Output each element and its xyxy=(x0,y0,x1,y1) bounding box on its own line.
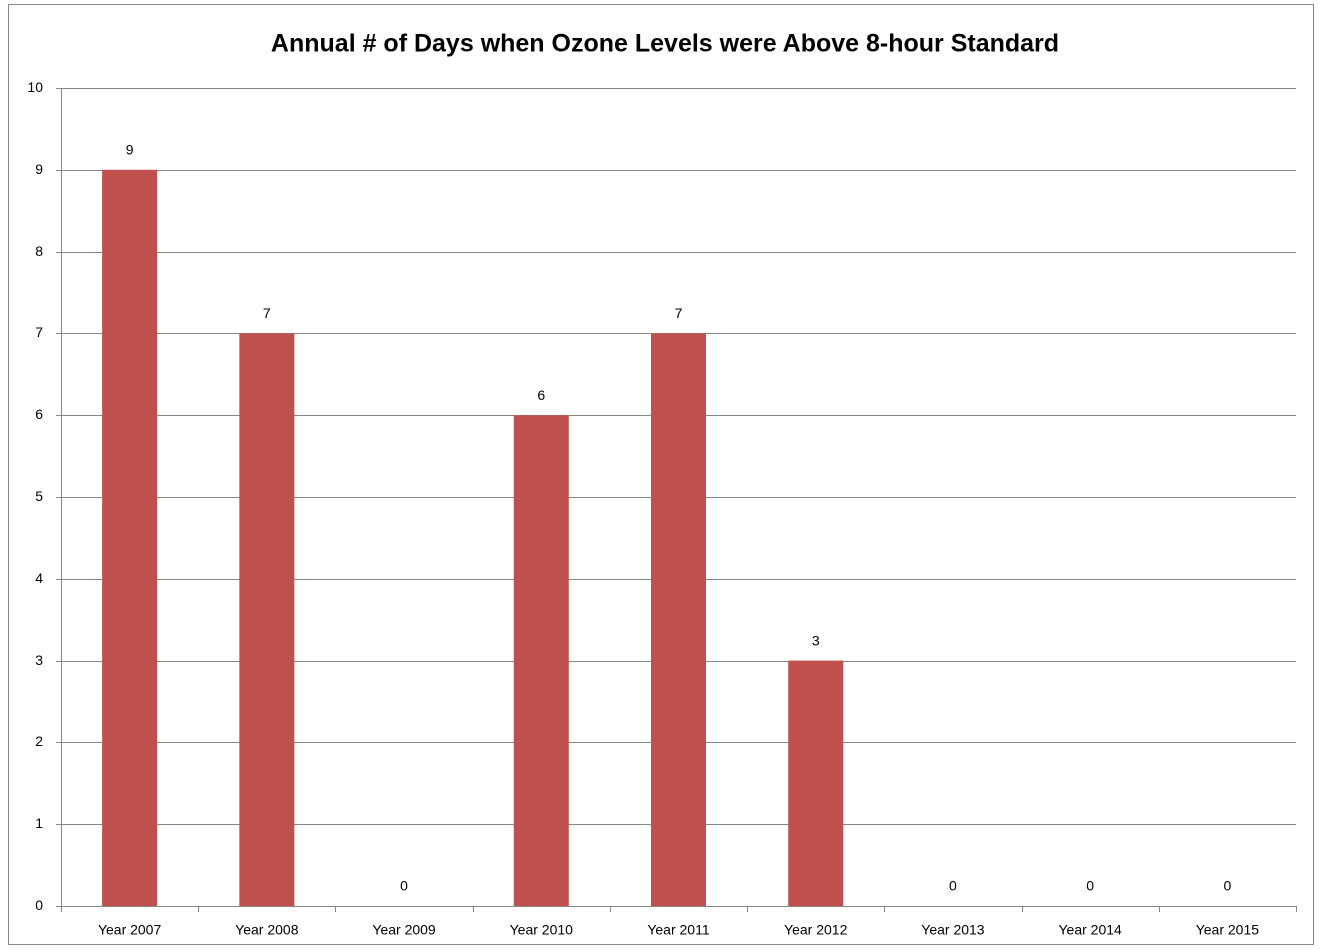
x-tick-label: Year 2008 xyxy=(235,922,299,938)
y-tick-label: 6 xyxy=(35,406,43,422)
y-tick-label: 2 xyxy=(35,733,43,749)
y-tick-label: 5 xyxy=(35,488,43,504)
x-tick-label: Year 2015 xyxy=(1196,922,1260,938)
data-label: 7 xyxy=(675,305,683,321)
x-tick-label: Year 2007 xyxy=(98,922,162,938)
data-label: 0 xyxy=(949,878,957,894)
data-label: 7 xyxy=(263,305,271,321)
x-tick-label: Year 2012 xyxy=(784,922,848,938)
y-tick-label: 4 xyxy=(35,570,43,586)
y-tick-label: 7 xyxy=(35,324,43,340)
y-tick-label: 8 xyxy=(35,243,43,259)
data-label: 0 xyxy=(1223,878,1231,894)
y-tick-label: 0 xyxy=(35,897,43,913)
bar xyxy=(513,415,569,906)
bar xyxy=(239,333,295,906)
chart-title: Annual # of Days when Ozone Levels were … xyxy=(271,30,1059,58)
y-tick-label: 10 xyxy=(27,79,43,95)
bar xyxy=(651,333,706,906)
data-label: 6 xyxy=(537,387,545,403)
data-label: 0 xyxy=(400,878,408,894)
x-tick-label: Year 2011 xyxy=(647,922,709,938)
data-label: 0 xyxy=(1086,878,1094,894)
bar xyxy=(102,169,158,907)
y-tick-label: 9 xyxy=(35,161,43,177)
data-label: 9 xyxy=(126,142,134,158)
x-tick-label: Year 2013 xyxy=(921,922,985,938)
x-tick-label: Year 2014 xyxy=(1059,922,1123,938)
bar xyxy=(788,660,844,906)
y-tick-label: 1 xyxy=(35,815,43,831)
y-tick-label: 3 xyxy=(35,652,43,668)
data-label: 3 xyxy=(812,632,820,648)
x-tick-label: Year 2010 xyxy=(510,922,574,938)
x-tick-label: Year 2009 xyxy=(372,922,436,938)
